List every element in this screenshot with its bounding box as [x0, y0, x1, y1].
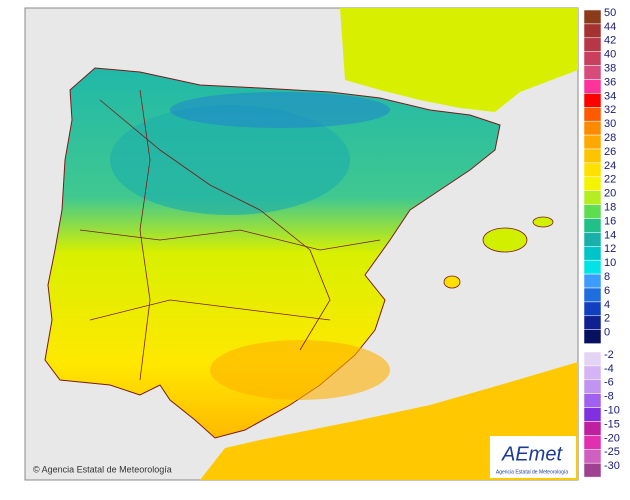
province-border [89, 299, 331, 321]
legend-label: 10 [604, 257, 616, 269]
france [340, 8, 578, 112]
logo-subtitle: Agencia Estatal de Meteorología [496, 469, 568, 475]
legend-label: 0 [604, 327, 610, 339]
legend-swatch [583, 107, 602, 122]
mallorca [482, 227, 528, 253]
legend-swatch [583, 148, 602, 164]
legend-swatch [583, 51, 602, 66]
legend-swatch [583, 407, 602, 422]
legend-label: 8 [604, 271, 610, 283]
legend-label: -6 [604, 377, 614, 389]
legend-label: 14 [604, 229, 616, 241]
legend-swatch [583, 379, 602, 394]
legend-label: 28 [604, 132, 616, 144]
legend-swatch [583, 218, 602, 233]
legend-swatch [583, 449, 602, 464]
legend-label: 18 [604, 202, 616, 214]
legend-label: -4 [604, 363, 614, 375]
logo: AEmet [501, 443, 563, 465]
legend-swatch [583, 273, 602, 289]
legend-label: 4 [604, 299, 610, 311]
legend-swatch [583, 435, 602, 450]
legend-label: 12 [604, 243, 616, 255]
ibiza [443, 275, 461, 289]
legend-label: 16 [604, 215, 616, 227]
mountains-cool [170, 92, 390, 128]
legend-swatch [583, 329, 602, 344]
legend-label: -8 [604, 391, 614, 403]
logo-box [490, 436, 576, 478]
legend-label: 22 [604, 174, 616, 186]
legend-label: -2 [604, 349, 614, 361]
province-border [99, 99, 331, 351]
legend-swatch [583, 301, 602, 317]
legend-label: 24 [604, 160, 616, 172]
legend-label: 32 [604, 104, 616, 116]
legend-swatch [583, 9, 602, 25]
legend-label: 42 [604, 35, 616, 47]
legend-swatch [583, 259, 602, 275]
legend-swatch [583, 176, 602, 191]
legend-swatch [583, 246, 602, 261]
legend-swatch [583, 190, 602, 205]
legend-swatch [583, 393, 602, 408]
legend-label: 40 [604, 49, 616, 61]
legend-swatch [583, 351, 602, 367]
legend-label: 44 [604, 21, 616, 33]
legend-swatch [583, 93, 602, 108]
legend-label: 6 [604, 285, 610, 297]
legend-swatch [583, 421, 602, 436]
africa [200, 362, 578, 480]
legend-swatch [583, 23, 602, 39]
legend-label: 26 [604, 146, 616, 158]
legend-swatch [583, 462, 602, 478]
plateau-cool [110, 105, 350, 215]
legend-label: -25 [604, 446, 620, 458]
province-border [139, 89, 151, 381]
legend-swatch [583, 134, 602, 150]
legend-label: -20 [604, 432, 620, 444]
legend-swatch [583, 162, 602, 178]
legend-swatch [583, 37, 602, 52]
legend-label: 38 [604, 63, 616, 75]
legend-label: -10 [604, 405, 620, 417]
legend-swatch [583, 120, 602, 136]
legend-swatch [583, 287, 602, 303]
legend-label: 20 [604, 188, 616, 200]
province-border [79, 229, 381, 251]
menorca [532, 216, 554, 228]
legend-label: 36 [604, 76, 616, 88]
legend-swatch [583, 79, 602, 94]
legend-swatch [583, 204, 602, 219]
legend-swatch [583, 365, 602, 381]
legend-swatch [583, 232, 602, 247]
legend-label: 2 [604, 313, 610, 325]
legend-swatch [583, 315, 602, 330]
south-warm [210, 340, 390, 400]
legend-label: 50 [604, 7, 616, 19]
legend-swatch [583, 65, 602, 80]
legend-label: -15 [604, 418, 620, 430]
legend-label: -30 [604, 460, 620, 472]
legend-label: 34 [604, 90, 616, 102]
legend-label: 30 [604, 118, 616, 130]
copyright: © Agencia Estatal de Meteorología [33, 464, 172, 474]
